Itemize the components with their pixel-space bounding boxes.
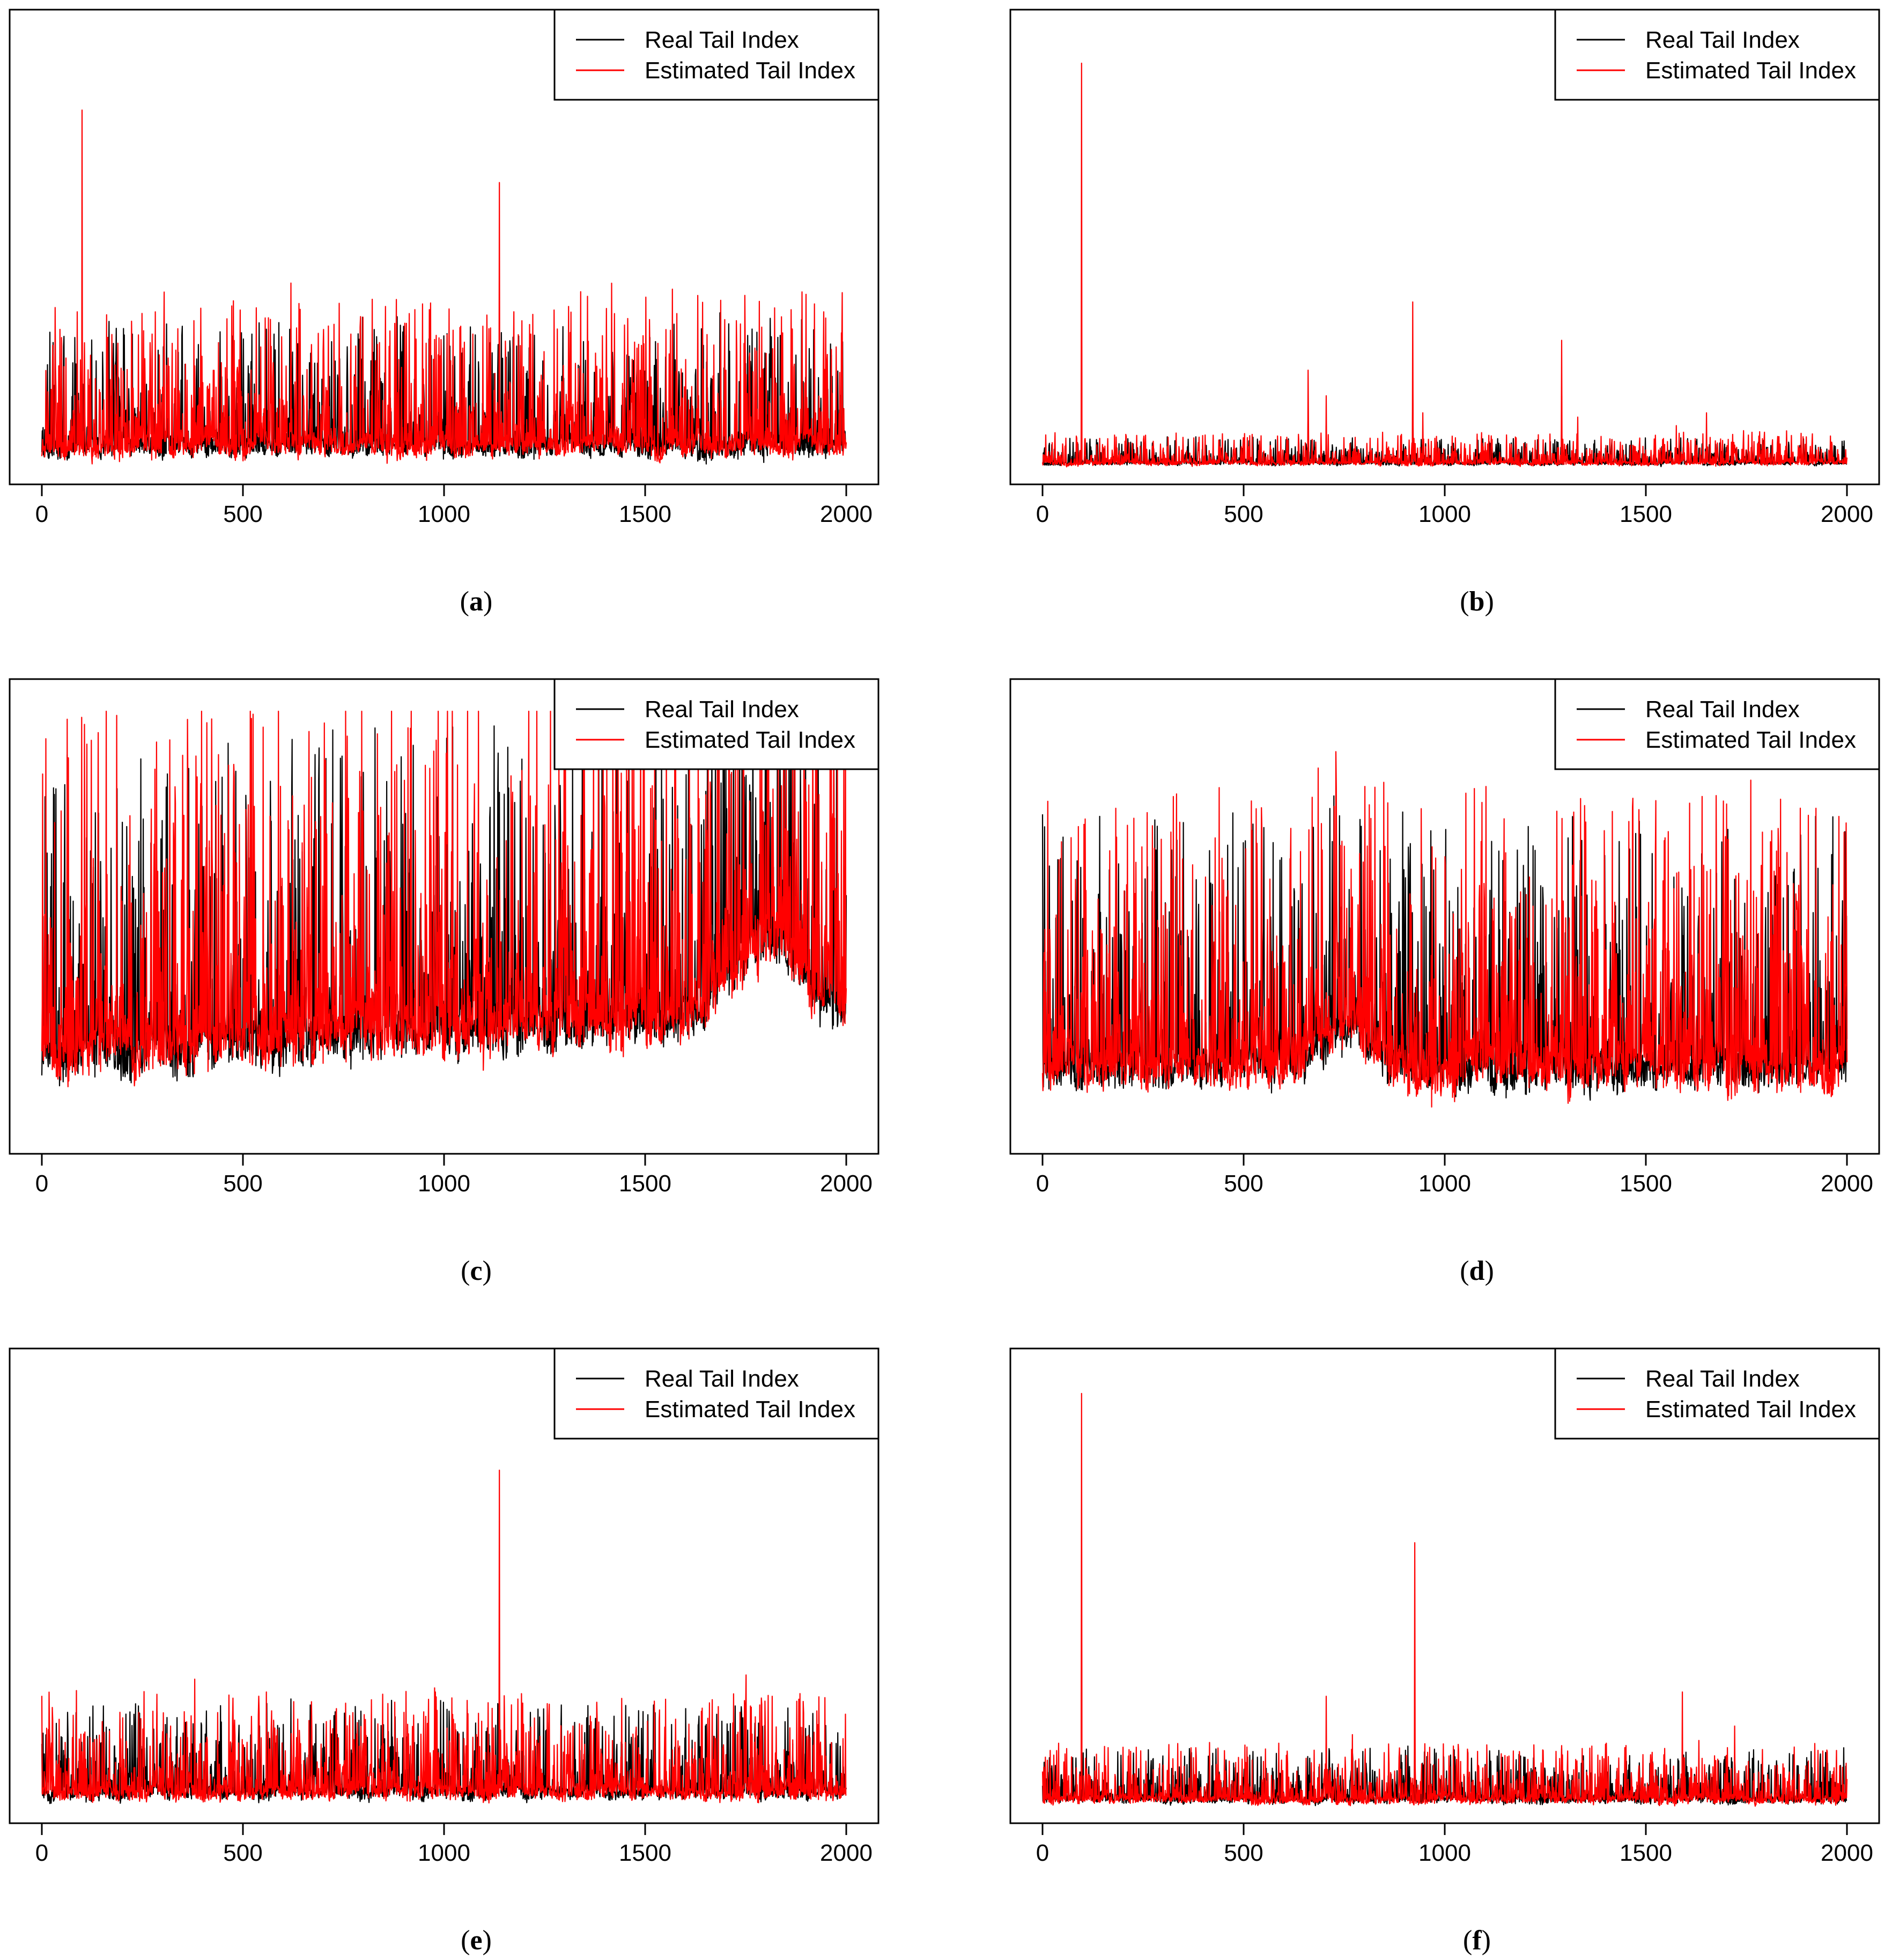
x-tick-label: 1500	[619, 1840, 671, 1866]
panel-a: 0 500 1000 1500 2000 Real Tail Index Estimated…	[9, 9, 880, 617]
x-tick-label: 1000	[1418, 1170, 1471, 1197]
panel-caption-letter: a	[469, 586, 483, 617]
panel-caption-letter: e	[470, 1925, 482, 1956]
legend-label-real: Real Tail Index	[645, 696, 799, 723]
x-tick-label: 0	[1036, 1170, 1049, 1197]
legend-box	[1554, 678, 1880, 770]
x-tick-label: 2000	[1821, 1840, 1873, 1866]
x-tick-label: 500	[1224, 1840, 1263, 1866]
x-tick-label: 500	[1224, 1170, 1263, 1197]
x-tick-label: 1500	[619, 501, 671, 527]
series-line-estimated	[41, 710, 847, 1087]
legend-label-real: Real Tail Index	[1645, 27, 1800, 53]
series-line-estimated	[1041, 1392, 1848, 1807]
panel-c: 0 500 1000 1500 2000 Real Tail Index Estimated…	[9, 678, 880, 1286]
x-tick-label: 1000	[1418, 501, 1471, 527]
panel-f: 0 500 1000 1500 2000 Real Tail Index Estimated…	[1009, 1347, 1880, 1956]
panel-caption: (d)	[1460, 1256, 1494, 1286]
x-tick-label: 0	[35, 1840, 48, 1866]
legend-label-real: Real Tail Index	[645, 1366, 799, 1392]
legend-box	[553, 1347, 880, 1440]
x-tick-label: 0	[35, 501, 48, 527]
series-line-estimated	[41, 1469, 847, 1804]
legend-box	[1554, 1347, 1880, 1440]
legend-label-estimated: Estimated Tail Index	[645, 57, 855, 84]
panel-caption: (a)	[460, 586, 493, 617]
legend-label-real: Real Tail Index	[1645, 696, 1800, 723]
x-tick-label: 2000	[820, 1840, 873, 1866]
legend-label-estimated: Estimated Tail Index	[645, 727, 855, 753]
legend-label-estimated: Estimated Tail Index	[1645, 727, 1856, 753]
x-tick-label: 1500	[619, 1170, 671, 1197]
series-line-estimated	[41, 109, 847, 465]
x-tick-label: 1000	[418, 1170, 470, 1197]
x-tick-label: 2000	[1821, 501, 1873, 527]
x-tick-label: 500	[223, 501, 262, 527]
legend-label-real: Real Tail Index	[1645, 1366, 1800, 1392]
legend-box	[553, 678, 880, 770]
x-tick-label: 2000	[1821, 1170, 1873, 1197]
series-line-estimated	[1041, 62, 1848, 468]
x-tick-label: 0	[1036, 1840, 1049, 1866]
panel-d: 0 500 1000 1500 2000 Real Tail Index Estimated…	[1009, 678, 1880, 1286]
legend-label-estimated: Estimated Tail Index	[1645, 1396, 1856, 1423]
x-tick-label: 500	[223, 1840, 262, 1866]
panel-caption: (b)	[1460, 586, 1494, 617]
x-tick-label: 2000	[820, 501, 873, 527]
x-tick-label: 1000	[1418, 1840, 1471, 1866]
legend-box	[553, 9, 880, 101]
panel-b: 0 500 1000 1500 2000 Real Tail Index Estimated…	[1009, 9, 1880, 617]
legend-label-estimated: Estimated Tail Index	[1645, 57, 1856, 84]
panel-caption: (c)	[461, 1256, 492, 1286]
legend-label-real: Real Tail Index	[645, 27, 799, 53]
panel-caption: (f)	[1463, 1925, 1491, 1956]
panel-e: 0 500 1000 1500 2000 Real Tail Index Estimated…	[9, 1347, 880, 1956]
panel-caption: (e)	[461, 1925, 492, 1956]
legend-box	[1554, 9, 1880, 101]
series-line-real	[1042, 318, 1847, 467]
x-tick-label: 1500	[1620, 501, 1672, 527]
panel-caption-letter: d	[1469, 1256, 1485, 1286]
series-line-estimated	[1041, 751, 1848, 1108]
x-tick-label: 0	[1036, 501, 1049, 527]
legend-label-estimated: Estimated Tail Index	[645, 1396, 855, 1423]
x-tick-label: 1500	[1620, 1840, 1672, 1866]
x-tick-label: 1000	[418, 501, 470, 527]
panel-caption-letter: c	[470, 1256, 482, 1286]
x-tick-label: 1500	[1620, 1170, 1672, 1197]
x-tick-label: 0	[35, 1170, 48, 1197]
x-tick-label: 1000	[418, 1840, 470, 1866]
x-tick-label: 2000	[820, 1170, 873, 1197]
panel-caption-letter: f	[1472, 1925, 1482, 1956]
panel-caption-letter: b	[1469, 586, 1485, 617]
x-tick-label: 500	[223, 1170, 262, 1197]
x-tick-label: 500	[1224, 501, 1263, 527]
